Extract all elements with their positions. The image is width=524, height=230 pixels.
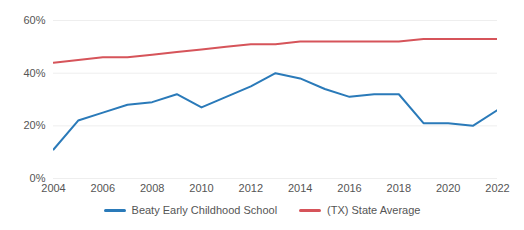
svg-text:0%: 0% [29,172,46,184]
svg-text:2020: 2020 [436,182,460,194]
svg-text:2022: 2022 [485,182,509,194]
svg-text:2018: 2018 [387,182,411,194]
svg-text:2006: 2006 [91,182,115,194]
svg-text:2010: 2010 [189,182,213,194]
svg-text:2014: 2014 [288,182,312,194]
html-text:(TX) State Average: (TX) State Average [327,204,421,216]
svg-text:40%: 40% [23,67,45,79]
svg-text:60%: 60% [23,14,45,26]
svg-text:20%: 20% [23,119,45,131]
html-text:Beaty Early Childhood School: Beaty Early Childhood School [131,204,278,216]
svg-text:2008: 2008 [140,182,164,194]
svg-text:2012: 2012 [239,182,263,194]
svg-text:2016: 2016 [337,182,361,194]
svg-text:2004: 2004 [41,182,65,194]
